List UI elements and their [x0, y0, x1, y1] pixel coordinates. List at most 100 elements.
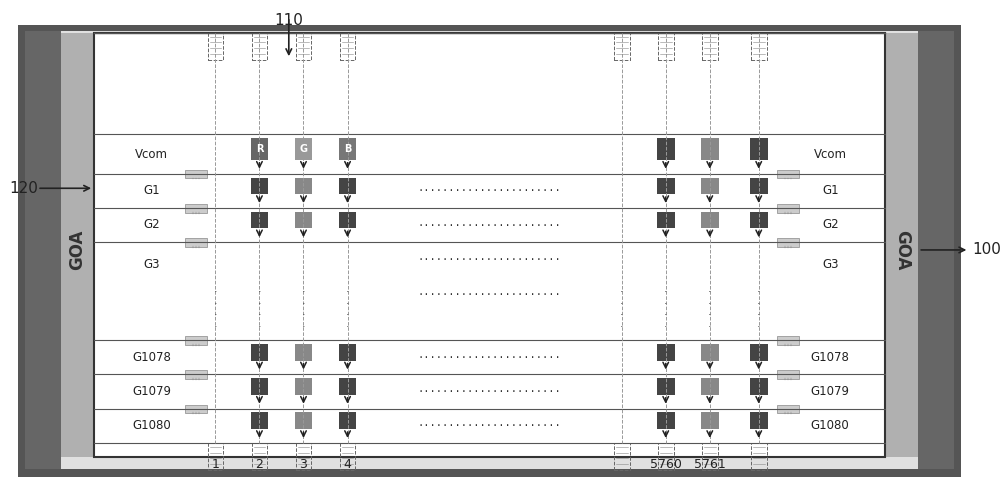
Text: ·
·
·
·: · · · ·	[757, 287, 761, 332]
Text: 2: 2	[256, 458, 263, 471]
Text: 110: 110	[274, 13, 303, 28]
Bar	[750, 344, 768, 360]
Bar	[339, 138, 356, 160]
Text: G1: G1	[822, 184, 839, 197]
Text: .......................: .......................	[418, 183, 561, 193]
Bar	[339, 344, 356, 360]
Text: GOA: GOA	[893, 230, 911, 270]
Bar	[185, 238, 207, 247]
Bar	[750, 412, 768, 429]
Bar	[208, 33, 223, 60]
Bar	[885, 33, 918, 457]
Text: ·
·
·
·: · · · ·	[664, 287, 668, 332]
Bar	[252, 443, 267, 470]
Text: ·
·
·
·: · · · ·	[214, 287, 217, 332]
Bar	[701, 412, 719, 429]
Bar	[777, 336, 799, 345]
Bar	[701, 178, 719, 194]
Text: G1078: G1078	[132, 350, 171, 364]
Text: ·
·
·
·: · · · ·	[346, 287, 349, 332]
Bar	[657, 412, 675, 429]
Bar	[185, 204, 207, 213]
Bar	[185, 170, 207, 179]
Bar	[295, 378, 312, 395]
Bar	[701, 378, 719, 395]
Text: ·
·
·
·: · · · ·	[708, 287, 712, 332]
Bar	[340, 33, 355, 60]
Bar	[750, 178, 768, 194]
Bar	[918, 31, 954, 469]
Bar	[777, 238, 799, 247]
Bar	[339, 378, 356, 395]
Bar	[702, 443, 718, 470]
Text: G2: G2	[143, 218, 160, 232]
Bar	[657, 344, 675, 360]
Bar	[185, 336, 207, 345]
Bar	[185, 404, 207, 413]
Bar	[339, 138, 356, 160]
Bar	[251, 212, 268, 228]
Bar	[614, 33, 630, 60]
Bar	[701, 138, 719, 160]
Bar	[251, 178, 268, 194]
Bar	[777, 170, 799, 179]
Text: G1078: G1078	[811, 350, 850, 364]
Text: G1080: G1080	[811, 419, 850, 432]
Bar	[339, 212, 356, 228]
Text: 3: 3	[300, 458, 307, 471]
Text: .......................: .......................	[418, 349, 561, 360]
Bar	[614, 443, 630, 470]
Text: G3: G3	[822, 258, 838, 271]
Bar	[251, 412, 268, 429]
Bar	[251, 378, 268, 395]
Bar	[750, 138, 768, 160]
Bar	[702, 33, 718, 60]
Text: G: G	[299, 144, 307, 154]
Text: 100: 100	[972, 243, 1000, 257]
Bar	[657, 212, 675, 228]
Text: .......................: .......................	[418, 217, 561, 228]
Text: G1: G1	[143, 184, 160, 197]
Bar	[252, 33, 267, 60]
Text: .......................: .......................	[418, 252, 561, 262]
Text: G1079: G1079	[132, 385, 171, 398]
Bar	[339, 412, 356, 429]
Text: G2: G2	[822, 218, 839, 232]
Bar	[295, 412, 312, 429]
Bar	[295, 178, 312, 194]
Bar	[61, 33, 94, 457]
Bar	[657, 378, 675, 395]
Bar	[295, 138, 312, 160]
Text: 5761: 5761	[694, 458, 726, 471]
Bar	[751, 33, 767, 60]
Text: ·
·
·
·: · · · ·	[302, 287, 305, 332]
Bar	[295, 212, 312, 228]
Text: 1: 1	[211, 458, 219, 471]
Text: .......................: .......................	[418, 384, 561, 394]
Text: 5760: 5760	[650, 458, 682, 471]
Bar	[94, 33, 885, 457]
Bar	[340, 443, 355, 470]
Text: G1079: G1079	[811, 385, 850, 398]
Bar	[208, 443, 223, 470]
Text: .......................: .......................	[418, 287, 561, 297]
Text: 4: 4	[344, 458, 351, 471]
Bar	[296, 443, 311, 470]
Bar	[185, 370, 207, 379]
Bar	[25, 31, 61, 469]
Bar	[251, 344, 268, 360]
Bar	[751, 443, 767, 470]
Text: ·
·
·
·: · · · ·	[258, 287, 261, 332]
Text: G3: G3	[143, 258, 160, 271]
Text: ·
·
·
·: · · · ·	[620, 287, 623, 332]
Bar	[777, 404, 799, 413]
Bar	[777, 204, 799, 213]
Text: GOA: GOA	[68, 230, 86, 270]
Bar	[657, 178, 675, 194]
Bar	[251, 138, 268, 160]
Bar	[658, 443, 674, 470]
Text: 120: 120	[10, 181, 39, 196]
Bar	[750, 212, 768, 228]
Bar	[777, 370, 799, 379]
Text: R: R	[256, 144, 263, 154]
